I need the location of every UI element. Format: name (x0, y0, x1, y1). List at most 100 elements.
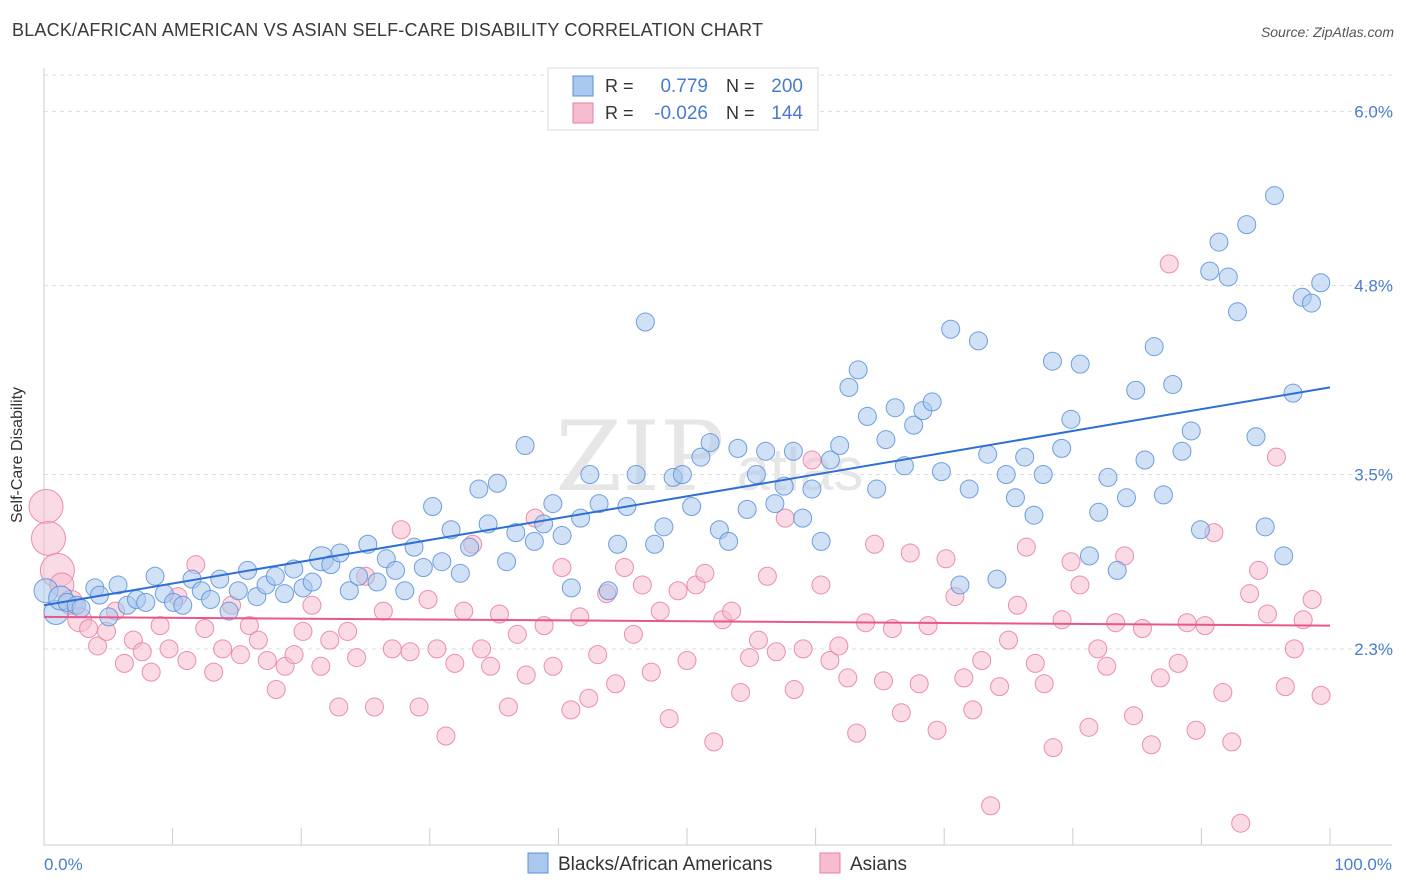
blacks-point (728, 438, 748, 458)
blacks-point (1264, 186, 1284, 206)
blacks-point (367, 572, 387, 592)
x-tick-label-max: 100.0% (1334, 855, 1392, 874)
asians-point (766, 642, 786, 662)
asians-point (1266, 447, 1286, 467)
blacks-point (330, 543, 350, 563)
asians-point (1168, 653, 1188, 673)
blacks-point (719, 531, 739, 551)
blacks-point (700, 433, 720, 453)
blacks-point (534, 514, 554, 534)
blacks-point (783, 441, 803, 461)
asians-point (722, 601, 742, 621)
asians-point (1311, 685, 1331, 705)
asians-point (981, 796, 1001, 816)
blacks-point (959, 479, 979, 499)
asians-point (1016, 537, 1036, 557)
blacks-point (173, 595, 193, 615)
asians-point (213, 639, 233, 659)
asians-point (347, 648, 367, 668)
asians-point (1275, 677, 1295, 697)
asians-point (543, 656, 563, 676)
asians-point (873, 671, 893, 691)
asians-point (588, 645, 608, 665)
asians-point (1302, 589, 1322, 609)
asians-point (418, 589, 438, 609)
blacks-point (1190, 520, 1210, 540)
blacks-point (108, 575, 128, 595)
asians-point (1052, 610, 1072, 630)
asians-point (1213, 682, 1233, 702)
bottom-legend-label-blue: Blacks/African Americans (558, 854, 772, 875)
asians-point (1043, 738, 1063, 758)
asians-point (1150, 668, 1170, 688)
blacks-point (978, 444, 998, 464)
blacks-point (423, 496, 443, 516)
blacks-point (1172, 441, 1192, 461)
asians-point (257, 650, 277, 670)
blacks-point (904, 415, 924, 435)
asians-point (1106, 613, 1126, 633)
asians-point (177, 650, 197, 670)
blacks-point (839, 377, 859, 397)
blacks-point (626, 465, 646, 485)
blacks-point (71, 598, 91, 618)
blacks-point (515, 435, 535, 455)
asians-point (990, 677, 1010, 697)
blacks-point (894, 456, 914, 476)
asians-point (963, 700, 983, 720)
asians-point (731, 682, 751, 702)
blacks-point (339, 581, 359, 601)
blacks-point (1246, 427, 1266, 447)
asians-point (88, 636, 108, 656)
blacks-point (1227, 302, 1247, 322)
blacks-point (589, 494, 609, 514)
blacks-trend-line (43, 386, 1331, 607)
blacks-point (349, 566, 369, 586)
blacks-point (1116, 488, 1136, 508)
blacks-point (811, 531, 831, 551)
y-tick-label: 3.5% (1354, 466, 1393, 485)
asians-point (1159, 254, 1179, 274)
y-tick-label: 6.0% (1354, 102, 1393, 121)
asians-point (1061, 552, 1081, 572)
blacks-point (830, 435, 850, 455)
blacks-point (1135, 450, 1155, 470)
x-tick-label-min: 0.0% (44, 855, 83, 874)
asians-point (784, 680, 804, 700)
blacks-point (302, 572, 322, 592)
blacks-point (654, 517, 674, 537)
blacks-point (876, 430, 896, 450)
asians-point (329, 697, 349, 717)
bottom-legend-swatch-blue (527, 852, 549, 874)
blacks-point (1107, 560, 1127, 580)
asians-point (436, 726, 456, 746)
asians-point (1177, 613, 1197, 633)
blacks-point (136, 592, 156, 612)
asians-point (1034, 674, 1054, 694)
asians-point (239, 616, 259, 636)
asians-point (606, 674, 626, 694)
asians-point (293, 621, 313, 641)
blacks-point (432, 552, 452, 572)
asians-point (972, 650, 992, 670)
asians-point (373, 601, 393, 621)
source-label: Source: ZipAtlas.com (1260, 24, 1394, 40)
blacks-point (386, 560, 406, 580)
blacks-point (561, 578, 581, 598)
blacks-point (450, 563, 470, 583)
blacks-point (931, 462, 951, 482)
asians-point (954, 668, 974, 688)
asians-point (1007, 595, 1027, 615)
asians-points (28, 254, 1331, 833)
blacks-point (219, 601, 239, 621)
blacks-point (820, 450, 840, 470)
asians-point (695, 563, 715, 583)
asians-point (579, 688, 599, 708)
blacks-point (1005, 488, 1025, 508)
y-tick-label: 2.3% (1354, 640, 1393, 659)
asians-point (409, 697, 429, 717)
blacks-point (968, 331, 988, 351)
asians-point (668, 581, 688, 601)
asians-point (1249, 560, 1269, 580)
blacks-point (672, 465, 692, 485)
